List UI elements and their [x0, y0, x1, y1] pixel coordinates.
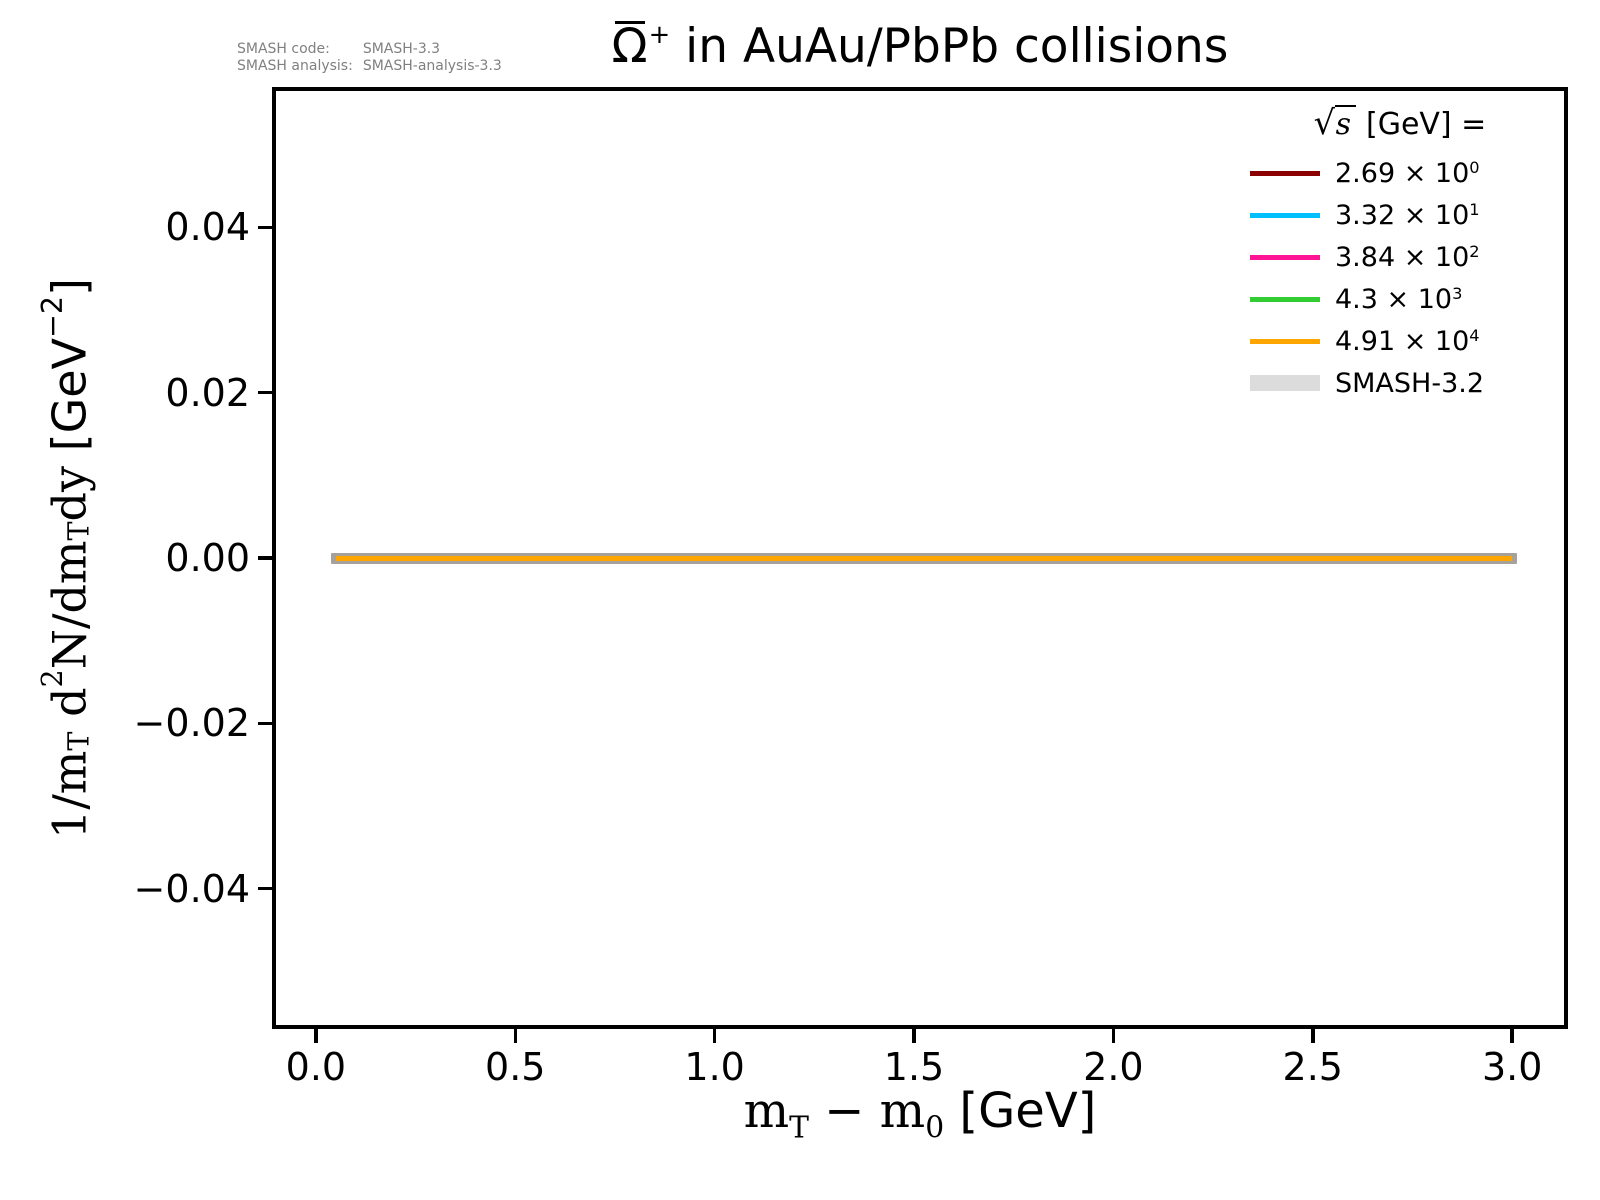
x-tick-mark: [1111, 1029, 1116, 1043]
sqrt-arg: s: [1335, 105, 1357, 142]
x-tick-label: 2.5: [1282, 1045, 1343, 1089]
y-tick-label: 0.00: [165, 536, 250, 580]
x-tick-mark: [513, 1029, 517, 1043]
smash-analysis-value: SMASH-analysis-3.3: [362, 58, 502, 74]
y-tick-label: 0.02: [165, 370, 250, 415]
particle-charge: +: [648, 20, 671, 51]
x-axis-label: mT − m0 [GeV]: [743, 1083, 1097, 1146]
plot-area: √s [GeV] = 2.69 × 100 3.32 × 101 3.84 × 10…: [134, 87, 1568, 1089]
legend-entry-label: 3.84 × 102: [1335, 241, 1480, 273]
particle-symbol: Ω: [611, 19, 648, 74]
chart-title: Ω+ in AuAu/PbPb collisions: [272, 19, 1568, 74]
y-axis-label: 1/mT d2N/dmTdy [GeV−2]: [35, 277, 97, 839]
series-line-visible: [335, 555, 1513, 561]
legend-swatch: [1250, 170, 1320, 176]
legend-entry-label: 3.32 × 101: [1335, 199, 1480, 231]
legend-entry: 4.91 × 104: [1250, 320, 1550, 362]
legend-swatch: [1250, 254, 1320, 260]
legend-swatch: [1250, 296, 1320, 302]
x-tick-mark: [1311, 1029, 1315, 1043]
legend-title-unit: [GeV] =: [1356, 107, 1487, 142]
legend-entry-label: 4.91 × 104: [1335, 325, 1480, 357]
x-tick-mark: [314, 1029, 318, 1043]
legend-entry: 4.3 × 103: [1250, 278, 1550, 320]
x-tick-label: 2.0: [1083, 1045, 1144, 1089]
legend-entry-list: 2.69 × 100 3.32 × 101 3.84 × 102 4.3 × 103 4…: [1250, 152, 1550, 404]
xlabel-math: m: [743, 1083, 790, 1139]
legend-entry-label: 4.3 × 103: [1335, 283, 1463, 315]
y-tick-mark: [258, 886, 272, 891]
x-tick-label: 1.5: [883, 1045, 945, 1089]
legend-entry: 2.69 × 100: [1250, 152, 1550, 194]
sqrt-radical-icon: √: [1313, 103, 1336, 142]
legend-swatch: [1250, 338, 1320, 344]
smash-analysis-label: SMASH analysis:: [237, 58, 353, 74]
y-tick-label: 0.04: [165, 205, 250, 250]
legend-entry: SMASH-3.2: [1250, 362, 1550, 404]
y-tick-label: −0.04: [133, 866, 250, 911]
legend-swatch: [1250, 375, 1320, 391]
x-tick-label: 0.5: [485, 1045, 546, 1089]
legend-title: √s [GeV] =: [1250, 103, 1550, 142]
smash-code-label: SMASH code:: [237, 41, 330, 57]
y-tick-mark: [258, 390, 272, 395]
ylabel-unit: [GeV: [42, 337, 97, 451]
x-tick-label: 3.0: [1481, 1045, 1543, 1089]
legend-entry: 3.32 × 101: [1250, 194, 1550, 236]
x-tick-label: 1.0: [684, 1045, 745, 1089]
chart-title-text: in AuAu/PbPb collisions: [670, 19, 1229, 74]
smash-meta: SMASH code: SMASH-3.3 SMASH analysis: SM…: [237, 41, 502, 75]
x-tick-label: 0.0: [285, 1045, 347, 1089]
y-tick-label: −0.02: [133, 701, 250, 746]
y-tick-mark: [258, 556, 272, 560]
legend-swatch: [1250, 212, 1320, 218]
x-tick-mark: [912, 1029, 916, 1043]
x-tick-mark: [1510, 1029, 1514, 1043]
legend-entry: 3.84 × 102: [1250, 236, 1550, 278]
x-tick-mark: [712, 1029, 717, 1043]
smash-code-value: SMASH-3.3: [362, 41, 441, 57]
y-tick-mark: [258, 721, 272, 726]
legend-entry-label: 2.69 × 100: [1335, 157, 1480, 189]
ylabel-math: 1/m: [42, 750, 97, 839]
legend-entry-label: SMASH-3.2: [1335, 367, 1485, 399]
xlabel-unit: [GeV]: [944, 1083, 1097, 1139]
legend: √s [GeV] = 2.69 × 100 3.32 × 101 3.84 × 10…: [1250, 103, 1550, 404]
y-tick-mark: [258, 225, 272, 230]
